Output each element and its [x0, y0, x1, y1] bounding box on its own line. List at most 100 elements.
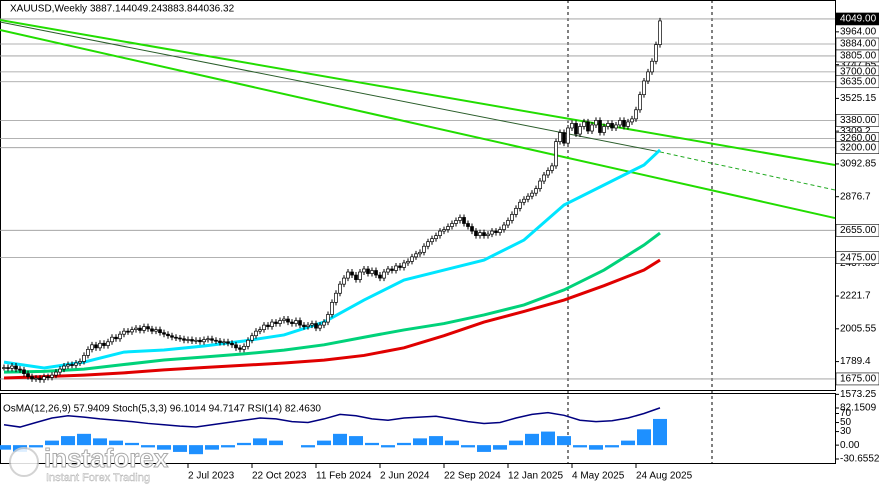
x-tick-label: 12 Jan 2025 [508, 471, 563, 482]
candle [54, 371, 58, 376]
logo: instaforex [44, 443, 169, 473]
trendline [0, 19, 836, 166]
candle [610, 123, 614, 129]
plot-layer: 3964.00 3747.65 3525.15 3309.2 3092.85 2876.7… [0, 12, 879, 482]
osma-bar [157, 445, 171, 450]
level-label: 1675.00 [840, 374, 877, 385]
candle [62, 365, 66, 370]
moving-average [3, 148, 662, 370]
candle [542, 174, 546, 182]
trendline [0, 21, 661, 153]
level-label: 3884.00 [840, 39, 877, 50]
osma-bar [237, 442, 251, 446]
candle [382, 271, 386, 279]
candle [578, 126, 582, 135]
candle [634, 109, 638, 120]
candle [358, 271, 362, 280]
candle [234, 344, 238, 349]
osma-bar [93, 438, 107, 446]
candle [466, 223, 470, 227]
candle [170, 335, 174, 338]
candle [418, 251, 422, 255]
candle [274, 321, 278, 324]
candle [254, 330, 258, 337]
level-box [835, 114, 879, 127]
candle [18, 368, 22, 371]
osma-bar [189, 445, 203, 455]
candle [198, 339, 202, 343]
candle [278, 320, 282, 324]
osma-bar [269, 440, 283, 446]
candle [502, 224, 506, 230]
candle [34, 377, 38, 380]
candle [426, 241, 430, 247]
sub-frame [0, 393, 836, 464]
osma-bar [61, 436, 75, 446]
candle [490, 230, 494, 235]
osma-bar [0, 445, 11, 450]
candle [82, 355, 86, 362]
candle [306, 324, 310, 327]
candle [438, 230, 442, 236]
candle [590, 124, 594, 132]
candle [586, 121, 590, 132]
candle [158, 329, 162, 334]
osma-bar [253, 438, 267, 446]
y-tick-label: 1789.4 [840, 356, 871, 367]
candle [6, 367, 10, 369]
candle [74, 362, 78, 366]
candle [506, 220, 510, 226]
candle [434, 235, 438, 240]
candle [290, 321, 294, 324]
ohlc: 3883.84 [162, 4, 199, 15]
candle [474, 230, 478, 236]
level-box [835, 12, 879, 26]
candle [454, 220, 458, 224]
x-tick-label: 22 Oct 2023 [252, 471, 307, 482]
candle [546, 170, 550, 176]
level-box [835, 75, 879, 89]
candle [406, 261, 410, 264]
level-label: 3260.00 [840, 133, 877, 144]
candle [566, 127, 570, 144]
candle [602, 126, 606, 133]
tagline: Instant Forex Trading [46, 472, 150, 484]
candle [410, 256, 414, 262]
y-tick-label: 82.1509 [840, 403, 877, 414]
candle [190, 339, 194, 342]
osma-bar [397, 442, 411, 446]
osma-bar [493, 445, 507, 450]
logo-icon [9, 447, 39, 477]
candle [222, 341, 226, 344]
candle [598, 120, 602, 133]
osma-bar [45, 440, 59, 446]
candle [58, 368, 62, 373]
osma-bar [317, 440, 331, 446]
candle [142, 326, 146, 331]
candle [398, 265, 402, 268]
candle [606, 123, 610, 127]
candle [102, 342, 106, 346]
osma-bar [621, 440, 635, 446]
osma-bar [301, 445, 315, 448]
y-tick-label: -30.6552 [840, 454, 879, 465]
osma-bar [653, 418, 667, 446]
candle [30, 376, 34, 380]
candle [78, 361, 82, 364]
candle [178, 337, 182, 340]
candle [286, 318, 290, 323]
candle [462, 217, 466, 224]
osma-bar [349, 436, 363, 446]
candle [294, 320, 298, 324]
candle [246, 339, 250, 347]
candle [106, 341, 110, 346]
candle [154, 329, 158, 332]
candle [618, 120, 622, 126]
x-tick-label: 24 Aug 2025 [636, 471, 693, 482]
candle [482, 232, 486, 236]
osma-bar [557, 436, 571, 446]
candle [326, 314, 330, 323]
candle [282, 318, 286, 321]
candle [494, 230, 498, 233]
osma-bar [333, 433, 347, 446]
